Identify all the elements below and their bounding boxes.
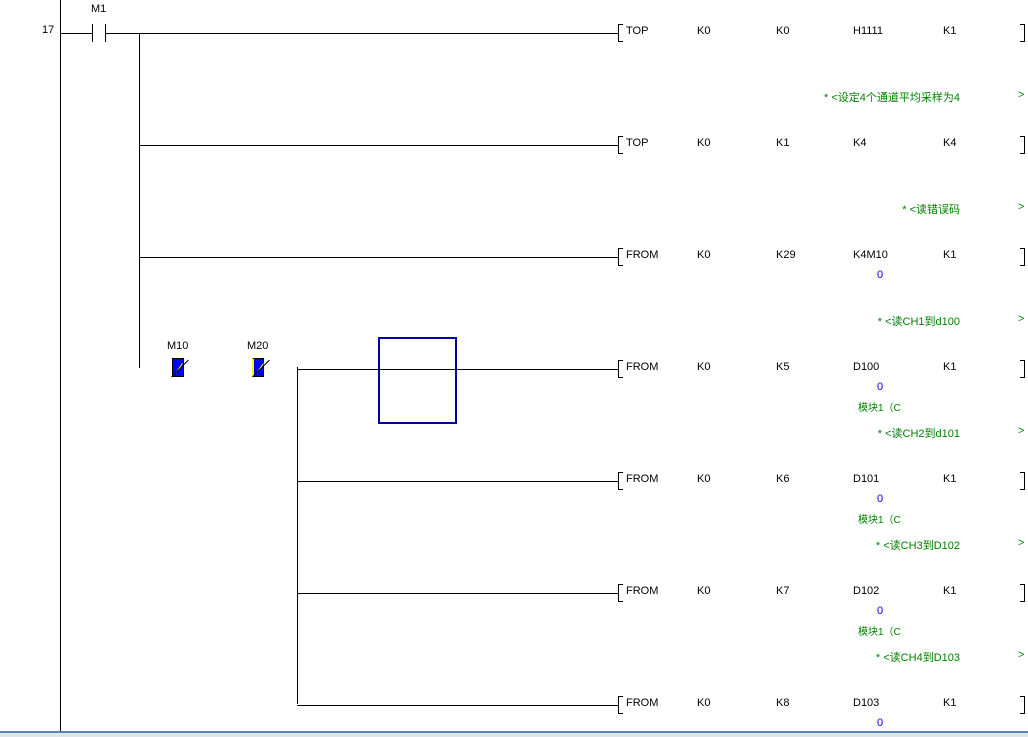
instruction-op[interactable]: FROM — [626, 585, 659, 597]
monitor-value: 0 — [877, 381, 884, 393]
instruction-param[interactable]: K0 — [697, 25, 711, 37]
instruction-param[interactable]: K1 — [943, 361, 957, 373]
instruction-param[interactable]: D100 — [853, 361, 880, 373]
contact-m1[interactable] — [92, 24, 106, 42]
instruction-op[interactable]: FROM — [626, 249, 659, 261]
instruction-bracket-right — [1020, 472, 1025, 490]
instruction-bracket-right — [1020, 248, 1025, 266]
instruction-param[interactable]: K29 — [776, 249, 796, 261]
instruction-param[interactable]: H1111 — [853, 25, 883, 37]
contact-m20[interactable] — [252, 358, 264, 377]
instruction-bracket-right — [1020, 584, 1025, 602]
contact-label-m20: M20 — [247, 340, 269, 352]
instruction-comment: * <设定4个通道平均采样为4 — [824, 92, 960, 104]
rung-wire — [297, 369, 618, 370]
contact-label-m1: M1 — [91, 3, 107, 15]
device-comment: 模块1（C — [858, 403, 901, 414]
instruction-bracket-right — [1020, 360, 1025, 378]
instruction-param[interactable]: D102 — [853, 585, 880, 597]
branch-wire — [139, 33, 140, 368]
device-comment: 模块1（C — [858, 627, 901, 638]
rung-wire — [297, 481, 618, 482]
instruction-op[interactable]: FROM — [626, 361, 659, 373]
rung-wire — [297, 705, 618, 706]
instruction-param[interactable]: K1 — [943, 249, 957, 261]
comment-end-marker: > — [1018, 89, 1025, 101]
rung-wire — [297, 593, 618, 594]
instruction-bracket-left — [618, 696, 623, 714]
comment-end-marker: > — [1018, 649, 1025, 661]
monitor-value: 0 — [877, 717, 884, 729]
instruction-bracket-left — [618, 584, 623, 602]
instruction-comment: * <读CH2到d101 — [877, 428, 960, 440]
instruction-param[interactable]: K8 — [776, 697, 790, 709]
instruction-param[interactable]: D101 — [853, 473, 880, 485]
instruction-bracket-left — [618, 360, 623, 378]
branch-wire — [297, 367, 298, 704]
instruction-param[interactable]: K4 — [943, 137, 957, 149]
instruction-param[interactable]: K0 — [697, 697, 711, 709]
instruction-param[interactable]: K4 — [853, 137, 867, 149]
instruction-bracket-right — [1020, 136, 1025, 154]
rung-number: 17 — [42, 24, 55, 36]
instruction-comment: * <读错误码 — [902, 204, 960, 216]
instruction-param[interactable]: K0 — [697, 361, 711, 373]
instruction-comment: * <读CH1到d100 — [877, 316, 960, 328]
instruction-param[interactable]: K0 — [697, 473, 711, 485]
instruction-param[interactable]: D103 — [853, 697, 880, 709]
comment-end-marker: > — [1018, 201, 1025, 213]
comment-end-marker: > — [1018, 425, 1025, 437]
instruction-param[interactable]: K0 — [776, 25, 790, 37]
instruction-op[interactable]: FROM — [626, 473, 659, 485]
rung-wire — [139, 145, 618, 146]
contact-m10[interactable] — [172, 358, 184, 377]
instruction-bracket-left — [618, 24, 623, 42]
instruction-param[interactable]: K0 — [697, 585, 711, 597]
left-power-rail — [60, 0, 61, 731]
selection-cursor[interactable] — [378, 337, 457, 424]
instruction-param[interactable]: K0 — [697, 137, 711, 149]
instruction-param[interactable]: K1 — [943, 697, 957, 709]
instruction-op[interactable]: FROM — [626, 697, 659, 709]
device-comment: 模块1（C — [858, 515, 901, 526]
rung-wire — [60, 33, 618, 34]
instruction-comment: * <读CH3到D102 — [875, 540, 960, 552]
instruction-param[interactable]: K1 — [943, 585, 957, 597]
monitor-value: 0 — [877, 269, 884, 281]
horizontal-scrollbar[interactable] — [0, 731, 1028, 737]
instruction-bracket-left — [618, 136, 623, 154]
instruction-param[interactable]: K1 — [776, 137, 790, 149]
instruction-bracket-left — [618, 472, 623, 490]
instruction-param[interactable]: K7 — [776, 585, 790, 597]
instruction-bracket-right — [1020, 696, 1025, 714]
monitor-value: 0 — [877, 493, 884, 505]
comment-end-marker: > — [1018, 313, 1025, 325]
contact-label-m10: M10 — [167, 340, 189, 352]
instruction-bracket-right — [1020, 24, 1025, 42]
rung-wire — [139, 257, 618, 258]
instruction-param[interactable]: K5 — [776, 361, 790, 373]
instruction-param[interactable]: K1 — [943, 25, 957, 37]
instruction-op[interactable]: TOP — [626, 25, 649, 37]
instruction-param[interactable]: K1 — [943, 473, 957, 485]
monitor-value: 0 — [877, 605, 884, 617]
instruction-bracket-left — [618, 248, 623, 266]
instruction-param[interactable]: K0 — [697, 249, 711, 261]
instruction-param[interactable]: K6 — [776, 473, 790, 485]
instruction-op[interactable]: TOP — [626, 137, 649, 149]
instruction-param[interactable]: K4M10 — [853, 249, 888, 261]
comment-end-marker: > — [1018, 537, 1025, 549]
instruction-comment: * <读CH4到D103 — [875, 652, 960, 664]
